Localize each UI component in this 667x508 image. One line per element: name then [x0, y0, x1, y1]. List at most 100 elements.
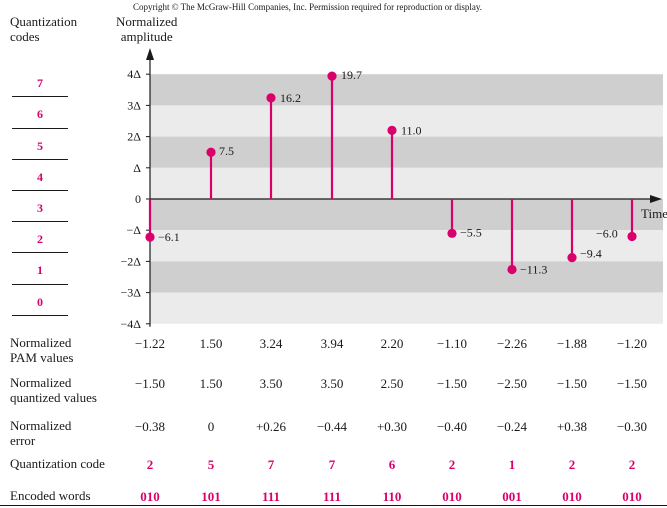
table-cell: −0.38 [134, 419, 166, 434]
table-cell: −1.20 [616, 336, 648, 351]
quantization-code-line [12, 283, 68, 285]
quantization-code-line [12, 96, 68, 98]
table-row-label: Quantization code [10, 456, 105, 471]
y-tick-label: −3Δ [121, 286, 142, 300]
table-cell: 2 [628, 457, 636, 472]
sample-value-label: −6.0 [596, 226, 618, 240]
sample-point [447, 228, 457, 238]
sample-point [206, 147, 216, 157]
quantization-bands [150, 74, 663, 324]
table-cell: 001 [502, 489, 522, 504]
sample-point [266, 93, 276, 103]
quantization-code-label: 0 [37, 294, 43, 309]
quantization-code-label: 4 [37, 169, 43, 184]
sample-value-label: −11.3 [520, 263, 547, 277]
sample-value-label: 11.0 [401, 123, 422, 137]
table-cell: 1 [508, 457, 516, 472]
table-cell: −0.44 [316, 419, 348, 434]
table-cell: −1.10 [436, 336, 468, 351]
table-cell: 3.50 [320, 376, 344, 391]
table-row-label: Encoded words [10, 488, 91, 503]
table-cell: 0 [207, 419, 215, 434]
table-cell: 7 [267, 457, 275, 472]
table-cell: 111 [322, 489, 342, 504]
sample-value-label: 7.5 [219, 144, 234, 158]
table-row-label: Normalized PAM values [10, 335, 74, 365]
copyright-notice: Copyright © The McGraw-Hill Companies, I… [133, 2, 483, 12]
table-cell: +0.38 [556, 419, 588, 434]
table-row-label: Normalized error [10, 418, 72, 448]
y-tick-label: 2Δ [127, 130, 141, 144]
quantization-code-label: 5 [37, 138, 43, 153]
table-cell: 3.50 [259, 376, 283, 391]
table-cell: 111 [261, 489, 281, 504]
quantization-code-line [12, 127, 68, 129]
table-cell: 101 [201, 489, 221, 504]
table-cell: −2.50 [496, 376, 528, 391]
quantization-band [150, 167, 663, 199]
table-cell: −1.50 [556, 376, 588, 391]
y-tick-labels: 4Δ 3Δ 2Δ Δ 0 −Δ −2Δ −3Δ −4Δ [121, 67, 150, 331]
table-cell: 2.50 [380, 376, 404, 391]
quantization-band [150, 199, 663, 231]
table-row-label: Normalized quantized values [10, 375, 97, 405]
sample-point [507, 264, 517, 275]
sample-stems: −6.1 7.5 16.2 19.7 11.0 −5.5 −11.3 −9.4 −6.0 [145, 68, 637, 277]
bottom-rule [0, 505, 667, 506]
table-cell: 010 [562, 489, 582, 504]
table-cell: 2.20 [380, 336, 404, 351]
sample-value-label: −6.1 [158, 230, 180, 244]
quantization-code-label: 1 [37, 263, 43, 278]
sample-point [567, 253, 577, 263]
table-cell: +0.26 [255, 419, 287, 434]
y-axis-arrow [146, 48, 154, 60]
y-tick-label: 0 [135, 192, 141, 206]
quantization-code-label: 6 [37, 107, 43, 122]
table-cell: 1.50 [199, 376, 223, 391]
table-cell: 2 [568, 457, 576, 472]
table-cell: 5 [207, 457, 215, 472]
table-cell: 010 [622, 489, 642, 504]
table-cell: −0.24 [496, 419, 528, 434]
y-tick-label: 4Δ [127, 67, 141, 81]
quantization-code-label: 7 [37, 76, 43, 91]
quantization-code-line [12, 158, 68, 160]
table-cell: 110 [382, 489, 402, 504]
table-cell: −1.50 [436, 376, 468, 391]
y-tick-label: −Δ [127, 223, 142, 237]
table-cell: −1.22 [134, 336, 166, 351]
table-cell: −1.50 [616, 376, 648, 391]
quantization-band [150, 105, 663, 137]
y-tick-label: −4Δ [121, 317, 142, 331]
quantization-band [150, 74, 663, 106]
table-cell: 1.50 [199, 336, 223, 351]
y-tick-label: Δ [133, 161, 141, 175]
sample-value-label: 16.2 [280, 91, 301, 105]
sample-point [327, 71, 337, 81]
table-cell: −1.50 [134, 376, 166, 391]
quantization-code-label: 2 [37, 232, 43, 247]
table-cell: −0.30 [616, 419, 648, 434]
x-axis-arrow [650, 195, 662, 203]
quantization-codes-header: Quantization codes [10, 14, 78, 44]
table-cell: 2 [448, 457, 456, 472]
y-tick-label: 3Δ [127, 98, 141, 112]
quantization-code-line [12, 314, 68, 316]
sample-value-label: −9.4 [580, 247, 602, 261]
table-cell: +0.30 [376, 419, 408, 434]
sample-point [145, 232, 155, 242]
sample-point [387, 125, 397, 135]
quantization-code-line [12, 221, 68, 223]
quantization-band [150, 261, 663, 293]
table-cell: −2.26 [496, 336, 528, 351]
table-cell: 2 [146, 457, 154, 472]
quantization-band [150, 292, 663, 324]
y-axis-title: Normalized amplitude [116, 14, 178, 44]
sample-point [627, 231, 637, 242]
table-cell: −1.88 [556, 336, 588, 351]
table-cell: 010 [442, 489, 462, 504]
x-axis-title: Time [641, 206, 667, 221]
table-cell: −0.40 [436, 419, 468, 434]
table-cell: 010 [140, 489, 160, 504]
